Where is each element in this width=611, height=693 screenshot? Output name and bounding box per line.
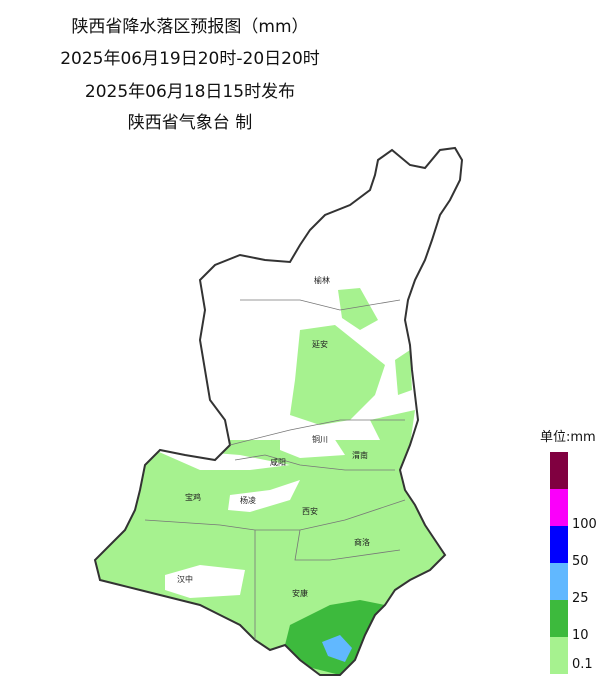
city-label: 延安 <box>312 339 328 349</box>
legend-swatch <box>550 637 568 674</box>
producer: 陕西省气象台 制 <box>128 113 252 133</box>
city-label: 商洛 <box>354 537 370 547</box>
city-label: 安康 <box>292 588 308 598</box>
issued: 2025年06月18日15时发布 <box>85 82 295 102</box>
title: 陕西省降水落区预报图（mm） <box>71 17 308 37</box>
city-label: 咸阳 <box>270 457 286 467</box>
city-label: 渭南 <box>352 450 368 460</box>
legend-label: 0.1 <box>572 657 593 672</box>
city-label: 铜川 <box>312 434 328 444</box>
city-label: 汉中 <box>177 574 193 584</box>
city-label: 杨凌 <box>240 495 256 505</box>
city-label: 宝鸡 <box>185 492 201 502</box>
legend-swatch <box>550 489 568 526</box>
city-label: 西安 <box>302 506 318 516</box>
legend-swatch <box>550 452 568 489</box>
legend-label: 100 <box>572 517 597 532</box>
legend-label: 25 <box>572 591 589 606</box>
legend-swatch <box>550 563 568 600</box>
city-label: 榆林 <box>314 275 330 285</box>
legend-unit: 单位:mm <box>540 430 596 445</box>
legend-swatch <box>550 600 568 637</box>
legend-label: 50 <box>572 554 589 569</box>
city-borders <box>144 299 406 640</box>
legend-label: 10 <box>572 628 589 643</box>
valid-period: 2025年06月19日20时-20日20时 <box>60 49 320 69</box>
legend-swatch <box>550 526 568 563</box>
